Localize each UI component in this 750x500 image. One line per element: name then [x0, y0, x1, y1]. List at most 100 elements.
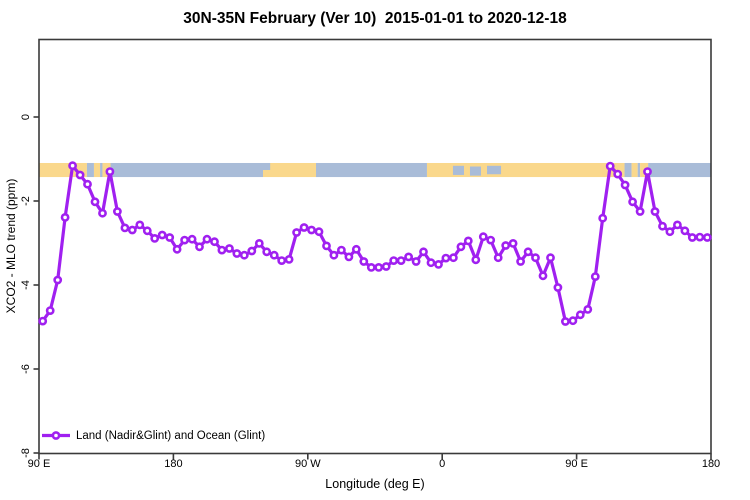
map-strip-segment-ocean	[648, 162, 711, 178]
data-point-marker	[463, 236, 473, 246]
map-strip-segment-land	[93, 162, 101, 178]
data-point-marker	[658, 221, 667, 231]
data-point-marker	[98, 208, 107, 218]
map-strip-patch-ocean	[452, 165, 465, 175]
data-point-marker	[448, 253, 458, 263]
data-point-marker	[210, 237, 219, 247]
data-point-marker	[269, 250, 279, 260]
map-strip-segment-land	[631, 162, 638, 178]
data-point-marker	[299, 223, 309, 232]
data-point-marker	[471, 255, 481, 265]
x-tick-label: 90 E	[27, 458, 51, 470]
data-point-marker	[150, 233, 160, 243]
data-point-marker	[583, 304, 593, 314]
data-point-marker	[605, 161, 615, 171]
data-point-marker	[83, 179, 92, 189]
data-point-marker	[590, 272, 600, 281]
data-point-marker	[381, 262, 391, 271]
data-point-marker	[486, 235, 496, 245]
data-point-marker	[68, 161, 77, 171]
map-strip-segment-ocean	[637, 162, 641, 178]
data-point-marker	[613, 169, 623, 179]
data-point-marker	[60, 212, 70, 222]
map-strip-segment-ocean	[624, 162, 632, 178]
data-point-marker	[224, 244, 234, 253]
data-point-marker	[135, 220, 145, 230]
data-point-marker	[329, 250, 339, 260]
data-point-marker	[493, 253, 503, 263]
map-strip-segment-land	[263, 162, 317, 178]
data-point-marker	[531, 253, 540, 263]
y-tick-label: -2	[20, 196, 32, 206]
data-point-marker	[419, 247, 428, 257]
data-point-marker	[404, 252, 413, 262]
data-point-marker	[157, 230, 167, 240]
legend-label: Land (Nadir&Glint) and Ocean (Glint)	[76, 429, 266, 442]
data-point-marker	[568, 316, 578, 326]
data-point-marker	[336, 245, 346, 255]
data-point-marker	[538, 271, 548, 281]
data-point-marker	[127, 225, 137, 235]
map-strip-segment-ocean	[110, 162, 263, 178]
data-point-marker	[575, 310, 585, 320]
x-tick-label: 180	[164, 458, 183, 470]
data-point-marker	[187, 234, 197, 244]
data-point-marker	[195, 242, 204, 252]
legend-marker-icon	[51, 431, 61, 440]
data-point-marker	[90, 197, 100, 207]
data-point-marker	[598, 213, 608, 223]
data-point-marker	[561, 317, 570, 326]
data-point-marker	[120, 223, 130, 233]
data-point-marker	[478, 232, 488, 242]
data-point-marker	[45, 306, 55, 315]
data-point-marker	[239, 250, 249, 260]
data-point-marker	[673, 220, 682, 230]
map-strip-segment-ocean	[100, 162, 103, 178]
data-point-marker	[307, 225, 316, 235]
data-point-marker	[426, 258, 436, 268]
data-point-marker	[501, 241, 511, 250]
x-axis-title: Longitude (deg E)	[325, 477, 425, 491]
data-point-marker	[628, 197, 637, 207]
data-point-marker	[53, 275, 63, 285]
data-point-marker	[262, 247, 272, 257]
data-point-marker	[665, 227, 675, 237]
data-point-marker	[105, 167, 115, 176]
data-point-marker	[284, 254, 294, 264]
data-point-marker	[687, 233, 697, 242]
data-point-marker	[217, 245, 227, 255]
data-point-marker	[411, 257, 421, 266]
map-strip-patch-ocean	[263, 162, 271, 171]
data-point-marker	[232, 249, 242, 258]
y-tick-label: 0	[20, 113, 32, 121]
x-tick-label: 180	[701, 458, 721, 470]
map-strip-patch-ocean	[469, 166, 482, 176]
data-point-marker	[202, 234, 212, 244]
x-tick-label: 90 W	[294, 458, 321, 470]
data-point-marker	[254, 238, 264, 248]
data-point-marker	[650, 207, 660, 216]
data-point-marker	[553, 283, 563, 292]
data-point-marker	[351, 244, 361, 254]
data-point-marker	[396, 256, 406, 265]
y-tick-label: -6	[20, 364, 32, 374]
data-point-marker	[620, 180, 630, 190]
data-point-marker	[643, 167, 652, 176]
data-point-marker	[142, 226, 152, 236]
data-point-marker	[277, 256, 287, 265]
data-point-marker	[441, 253, 451, 263]
data-point-marker	[546, 253, 555, 263]
data-point-marker	[344, 252, 354, 262]
x-tick-label: 0	[439, 458, 446, 470]
data-point-marker	[389, 256, 399, 265]
data-point-marker	[165, 233, 175, 242]
data-point-marker	[113, 207, 122, 216]
data-line	[41, 164, 709, 324]
data-point-marker	[292, 228, 301, 237]
chart-title: 30N-35N February (Ver 10) 2015-01-01 to …	[183, 10, 567, 27]
y-axis-title: XCO2 - MLO trend (ppm)	[4, 178, 18, 314]
plot-border	[38, 38, 712, 455]
map-strip-segment-ocean	[86, 162, 94, 178]
